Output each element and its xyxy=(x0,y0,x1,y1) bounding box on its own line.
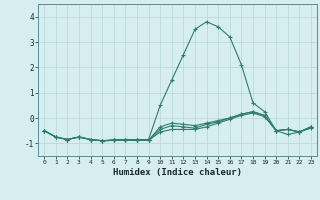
X-axis label: Humidex (Indice chaleur): Humidex (Indice chaleur) xyxy=(113,168,242,177)
